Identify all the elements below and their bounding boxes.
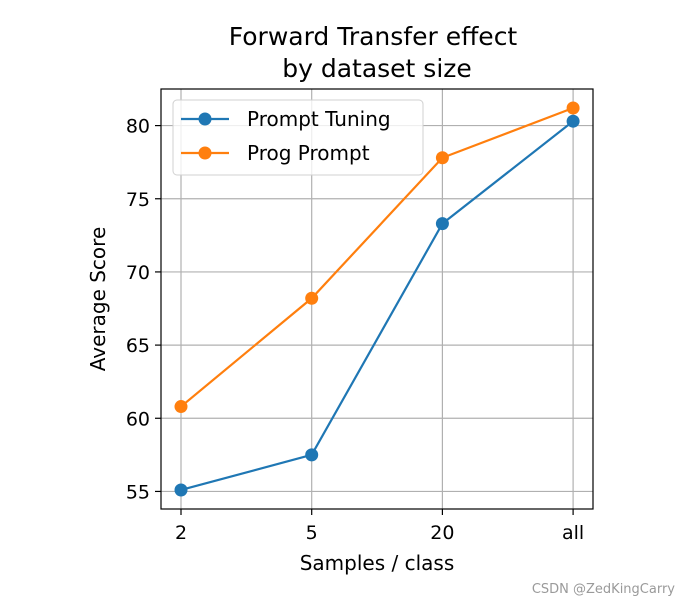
chart-title-line-2: by dataset size — [282, 54, 472, 83]
watermark: CSDN @ZedKingCarry — [532, 582, 675, 597]
x-tick-label: 5 — [306, 522, 318, 544]
legend-box — [172, 99, 424, 176]
y-tick-label: 60 — [126, 408, 150, 430]
data-point — [566, 101, 580, 115]
y-axis-label: Average Score — [86, 227, 110, 372]
y-tick-label: 70 — [126, 262, 150, 284]
series-group — [174, 101, 580, 497]
data-point — [566, 114, 580, 128]
legend: Prompt Tuning Prog Prompt — [172, 99, 424, 176]
y-tick-label: 80 — [126, 116, 150, 138]
x-tick-label: 2 — [175, 522, 187, 544]
series-line — [180, 106, 574, 408]
series-line — [180, 120, 574, 492]
legend-label: Prog Prompt — [247, 141, 370, 165]
data-point — [174, 483, 188, 497]
y-tick-label: 75 — [126, 189, 150, 211]
y-tick-label: 55 — [126, 481, 150, 503]
legend-label: Prompt Tuning — [247, 107, 391, 131]
y-tick-label: 65 — [126, 335, 150, 357]
data-point — [305, 291, 319, 305]
data-point — [174, 400, 188, 414]
legend-marker — [198, 112, 212, 126]
chart-title-line-1: Forward Transfer effect — [229, 22, 518, 51]
plot-frame — [160, 88, 594, 510]
x-tick-label: all — [562, 522, 584, 544]
axis-ticks: 2 5 20 all 55 60 65 70 75 80 — [126, 116, 584, 544]
data-point — [435, 217, 449, 231]
data-point — [305, 448, 319, 462]
legend-marker — [198, 146, 212, 160]
x-tick-label: 20 — [430, 522, 454, 544]
data-point — [435, 151, 449, 165]
x-axis-label: Samples / class — [300, 551, 455, 575]
